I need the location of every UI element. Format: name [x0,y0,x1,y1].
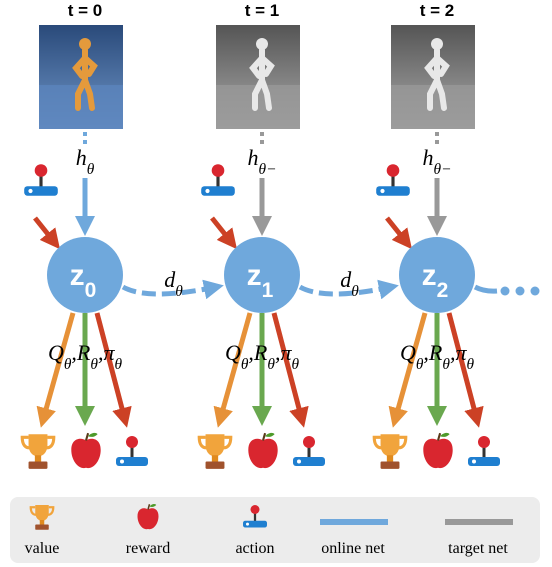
figure-body [249,47,275,111]
subscript: θ [466,356,474,373]
arrow [271,312,309,428]
subscript: θ [175,283,183,300]
symbol: Q [48,340,64,365]
arrow [388,312,428,428]
latent-node [224,237,300,313]
joy-icon [468,436,500,466]
arrow [36,312,76,428]
figure-body [72,47,98,111]
separator: , [423,340,429,365]
dynamics-label: dθ [164,267,183,300]
joy-icon [24,164,58,196]
subscript: θ [267,356,275,373]
symbol: π [455,340,467,365]
joy-icon [376,164,410,196]
figure-head [256,38,268,50]
time-label: t = 0 [68,1,103,20]
trophy-icon [197,432,233,471]
arrow [33,216,60,250]
symbol: π [103,340,115,365]
figure-head [431,38,443,50]
ellipsis-dot [500,286,510,296]
symbol: Q [400,340,416,365]
dynamics-tail [473,284,498,294]
separator: , [71,340,77,365]
time-label: t = 2 [420,1,455,20]
trophy-icon [372,432,408,471]
ellipsis-dot [530,286,540,296]
arrow [213,312,253,428]
trophy-icon [20,432,56,471]
subscript: θ [442,356,450,373]
separator: , [98,340,104,365]
subscript: θ [351,283,359,300]
separator: , [450,340,456,365]
apple-icon [70,431,102,470]
separator: , [248,340,254,365]
apple-icon [247,431,279,470]
symbol: R [428,340,443,365]
encoder-label: hθ [76,145,95,178]
symbol: d [340,267,352,292]
symbol: h [248,145,259,170]
apple-icon [422,431,454,470]
latent-label: z0 [70,259,97,302]
subscript: θ [114,356,122,373]
arrow [94,312,132,428]
subscript: θ− [434,161,452,178]
latent-label: z1 [247,259,274,302]
arrow [446,312,484,428]
legend-label: online net [321,540,385,557]
subscript: θ− [259,161,277,178]
subscript: 1 [262,279,274,302]
symbol: R [253,340,268,365]
latent-label: z2 [422,259,449,302]
symbol: h [76,145,87,170]
encoder-label: hθ− [248,145,277,178]
time-label: t = 1 [245,1,280,20]
dynamics-arrow [298,279,399,300]
legend-label: reward [126,540,170,557]
subscript: θ [87,161,95,178]
heads-label: Qθ,Rθ,πθ [48,340,123,373]
figure-head [79,38,91,50]
legend-label: action [235,540,274,557]
ellipsis-dot [515,286,525,296]
encoder-label: hθ− [423,145,452,178]
symbol: π [280,340,292,365]
joy-icon [116,436,148,466]
arrow [385,216,412,250]
separator: , [275,340,281,365]
subscript: θ [291,356,299,373]
heads-label: Qθ,Rθ,πθ [225,340,300,373]
symbol: z [70,259,85,292]
symbol: Q [225,340,241,365]
symbol: R [76,340,91,365]
legend-label: value [25,540,60,557]
legend-label: target net [448,540,508,557]
subscript: θ [90,356,98,373]
joy-icon [201,164,235,196]
latent-node [47,237,123,313]
symbol: z [247,259,262,292]
dynamics-label: dθ [340,267,359,300]
latent-node [399,237,475,313]
arrow [210,216,237,250]
subscript: θ [64,356,72,373]
symbol: d [164,267,176,292]
subscript: 0 [85,279,97,302]
subscript: θ [416,356,424,373]
symbol: z [422,259,437,292]
subscript: θ [241,356,249,373]
subscript: 2 [437,279,449,302]
figure-body [424,47,450,111]
symbol: h [423,145,434,170]
joy-icon [293,436,325,466]
heads-label: Qθ,Rθ,πθ [400,340,475,373]
dynamics-arrow [121,279,224,300]
